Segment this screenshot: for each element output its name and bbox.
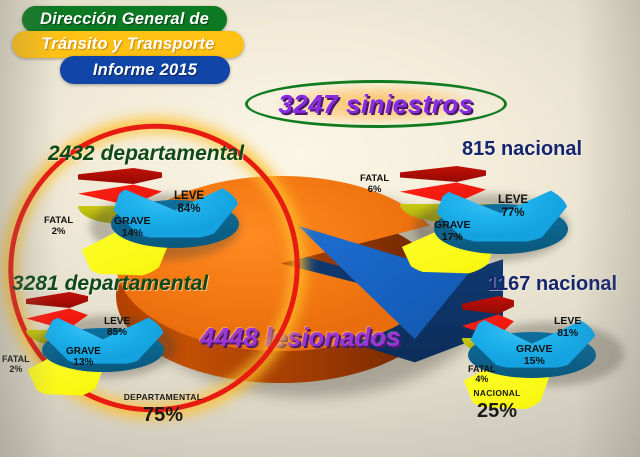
label-leve: LEVE 84% [174,190,204,216]
pie-headline-count: 1167 [487,273,531,295]
footer-departamental-caption: DEPARTAMENTAL [123,392,203,402]
title-banner-line1: Dirección General de [22,6,227,33]
label-fatal-pct: 6% [367,183,382,195]
label-grave-name: GRAVE [434,219,471,231]
label-fatal-pct: 2% [51,225,66,237]
footer-nacional: NACIONAL 25% [437,388,557,423]
slice-fatal-side [26,292,88,308]
pie-headline-count: 2432 [48,142,95,165]
pie-headline-word: nacional [500,138,583,160]
pie-chart-siniestros-nacional: LEVE 77% GRAVE 17% FATAL 6% [360,166,585,276]
label-fatal-pct: 2% [9,364,23,375]
label-leve-pct: 77% [501,206,525,219]
pie-headline-2432: 2432 departamental [48,142,244,166]
label-grave: GRAVE 13% [66,346,101,368]
siniestros-total-label: 3247 siniestros [278,88,474,119]
label-fatal-name: FATAL [2,354,30,364]
pie-headline-count: 815 [462,138,496,160]
footer-departamental: DEPARTAMENTAL 75% [88,392,238,427]
label-leve: LEVE 85% [104,316,130,338]
label-fatal: FATAL 4% [468,364,496,384]
pie-headline-word: nacional [535,273,618,295]
pie-headline-1167: 1167 nacional [487,273,617,296]
lesionados-total-label: 4448 lesionados [200,322,401,352]
pie-chart-lesionados-departamental: LEVE 85% GRAVE 13% FATAL 2% [2,292,191,396]
pie-headline-word: departamental [100,142,245,165]
label-fatal-pct: 4% [475,374,489,385]
label-grave-pct: 13% [73,357,94,369]
slice-fatal-side [462,296,514,314]
footer-nacional-caption: NACIONAL [473,388,521,398]
label-fatal: FATAL 2% [44,215,74,237]
label-grave-pct: 17% [441,230,463,243]
title-banner-line3: Informe 2015 [60,56,230,84]
pie-chart-lesionados-nacional: LEVE 81% GRAVE 15% FATAL 4% [462,296,637,410]
pie-headline-815: 815 nacional [462,138,582,161]
label-grave: GRAVE 14% [114,215,151,240]
label-grave-name: GRAVE [516,343,553,355]
footer-nacional-percent: 25% [476,400,518,422]
callout-ellipse-outline [245,80,507,128]
slice-fatal-side [400,166,486,182]
slice-fatal-side [78,168,162,184]
label-fatal: FATAL 6% [360,173,390,195]
label-leve: LEVE 77% [498,194,528,220]
label-leve-name: LEVE [498,194,529,206]
label-fatal: FATAL 2% [2,354,30,374]
label-leve-name: LEVE [174,190,205,202]
label-fatal-name: FATAL [44,215,74,226]
label-grave-name: GRAVE [114,215,151,227]
footer-departamental-percent: 75% [142,404,184,426]
label-leve-name: LEVE [554,315,582,327]
pie-headline-3281: 3281 departamental [12,272,208,296]
title-banner-line2: Tránsito y Transporte [12,31,244,58]
label-leve-name: LEVE [104,316,131,327]
label-fatal-name: FATAL [468,364,496,374]
siniestros-callout: 3247 siniestros [245,78,507,130]
pie-chart-siniestros-departamental: LEVE 84% GRAVE 14% FATAL 2% [44,168,253,276]
pie-headline-word: departamental [64,272,209,295]
label-grave: GRAVE 15% [516,343,553,368]
label-leve: LEVE 81% [554,315,582,340]
label-leve-pct: 85% [107,327,128,339]
label-grave-pct: 15% [523,354,545,367]
label-grave-pct: 14% [121,226,143,239]
label-leve-pct: 84% [177,202,201,215]
label-leve-pct: 81% [557,326,579,339]
label-grave: GRAVE 17% [434,219,471,244]
label-fatal-name: FATAL [360,173,390,184]
label-grave-name: GRAVE [66,346,101,357]
pie-headline-count: 3281 [12,272,59,295]
